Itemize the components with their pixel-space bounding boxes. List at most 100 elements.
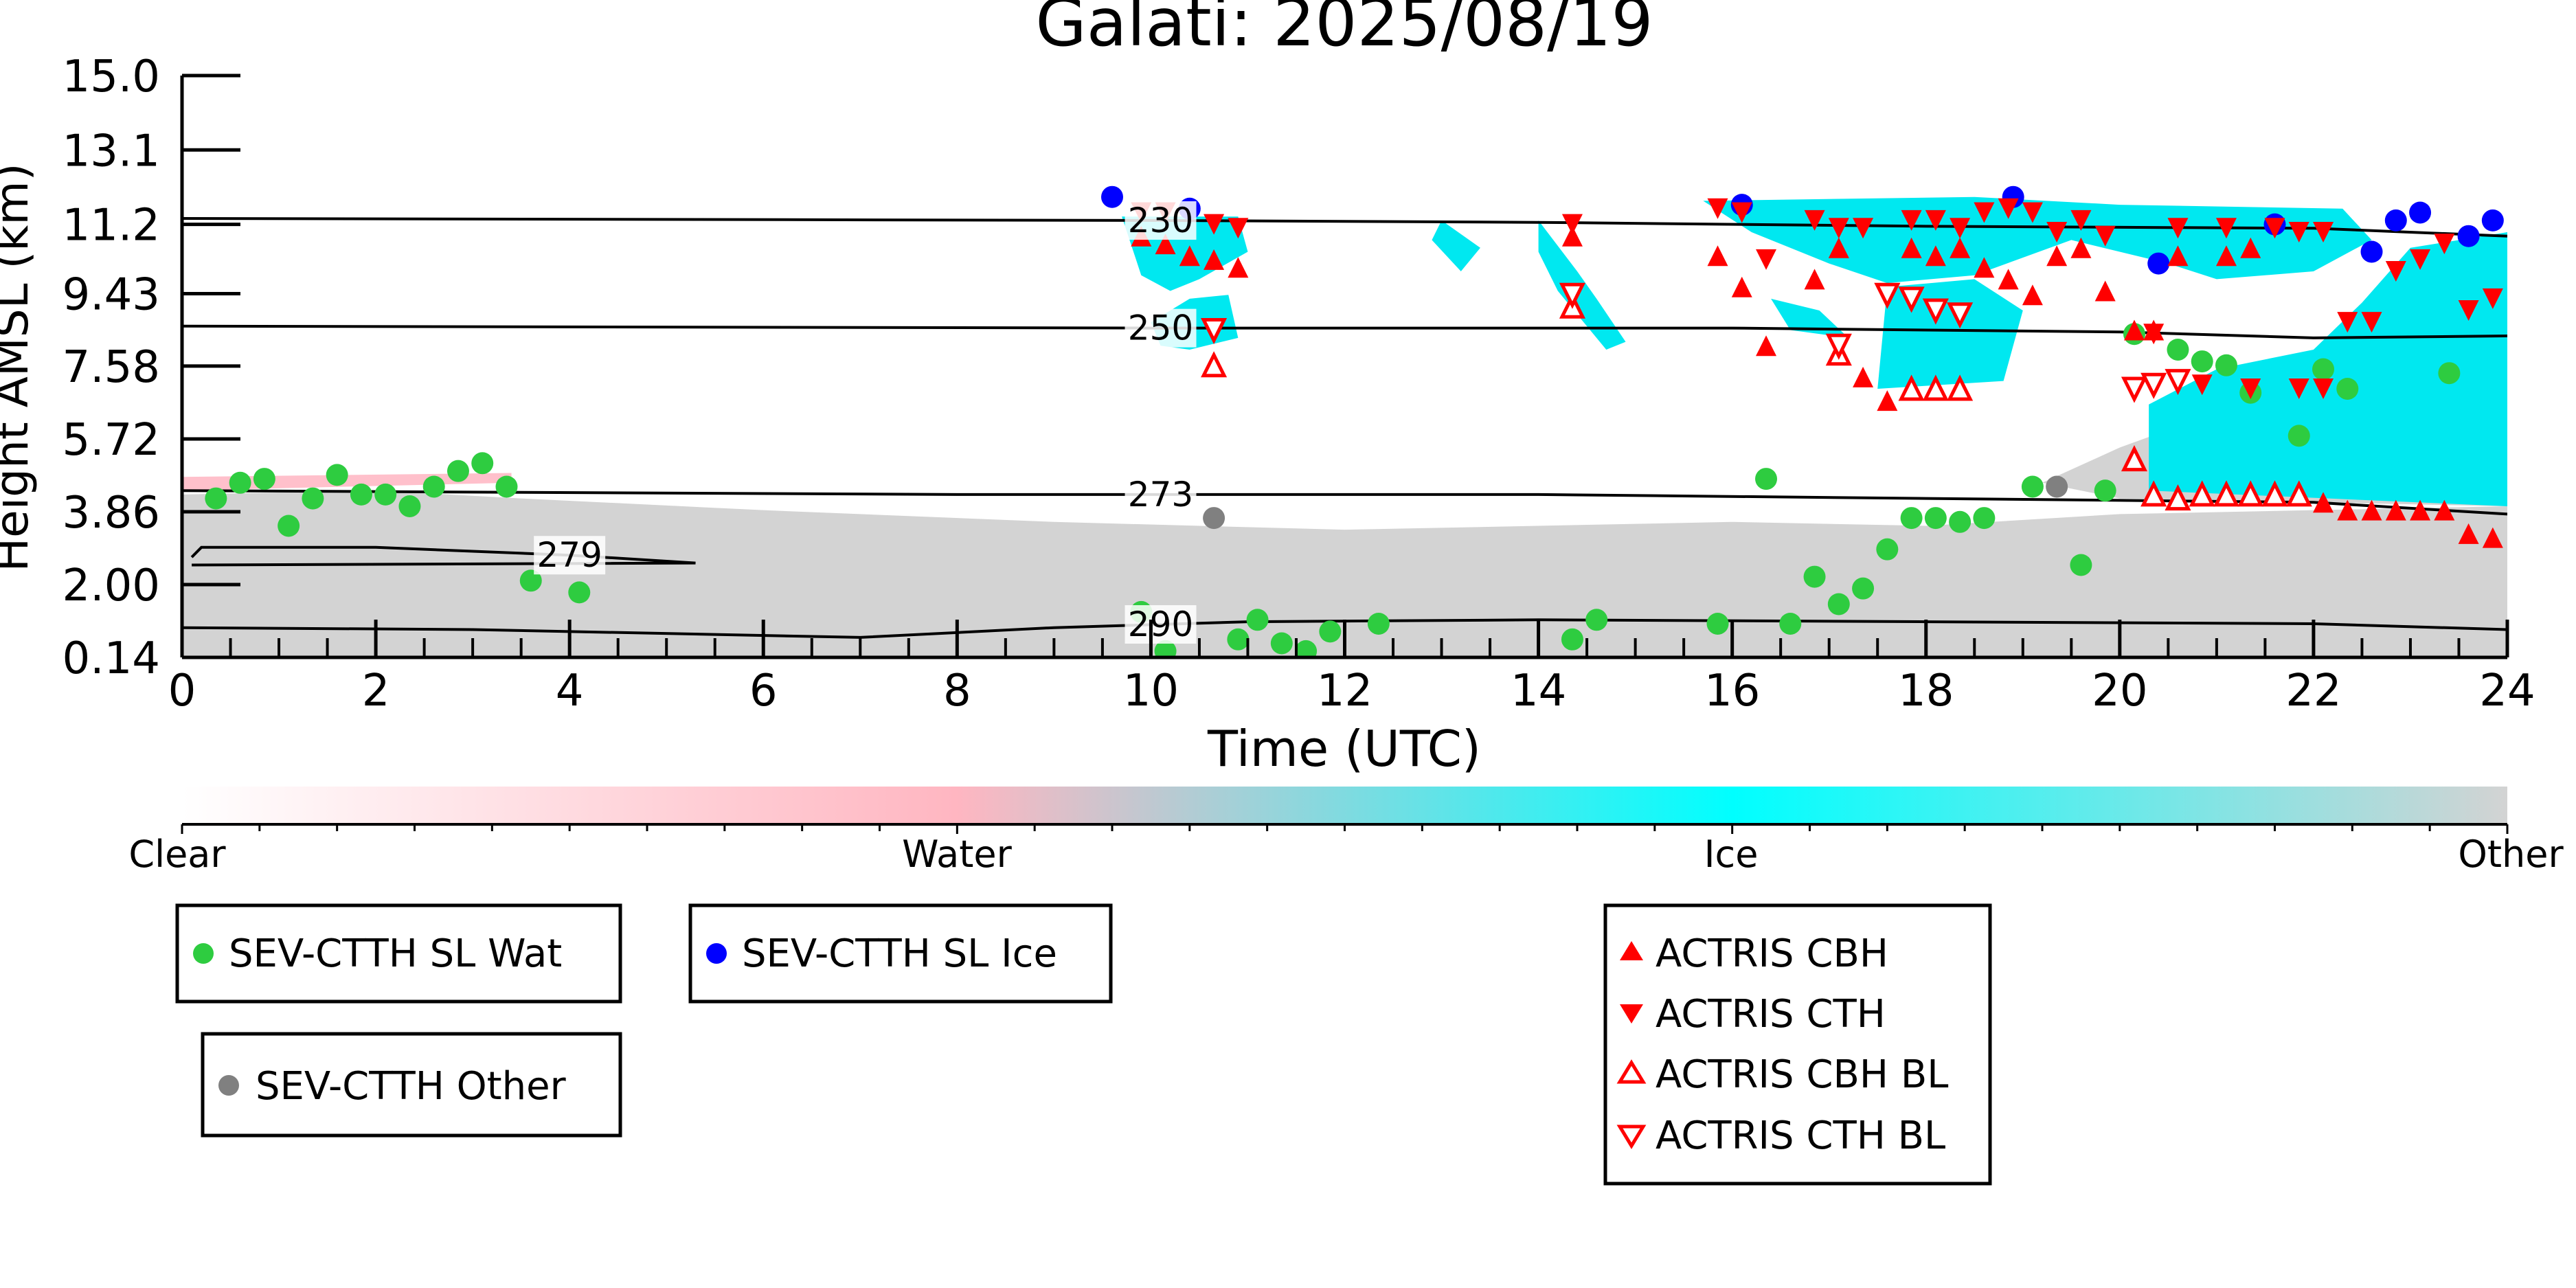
x-tick-label: 24 bbox=[2479, 666, 2535, 716]
contour-line bbox=[182, 489, 2507, 516]
y-axis-label: Height AMSL (km) bbox=[0, 163, 38, 572]
sev-ctth-sl-ice-point bbox=[2481, 209, 2504, 231]
actris-cth-point bbox=[2167, 218, 2189, 239]
actris-cbh-point bbox=[2410, 499, 2431, 521]
actris-cth-bl-point bbox=[1922, 298, 1949, 325]
contour-labels: 230 250 273 279 290 bbox=[534, 201, 1197, 644]
sev-ctth-sl-wat-point bbox=[278, 515, 300, 537]
legend-label: SEV-CTTH SL Wat bbox=[229, 931, 562, 976]
legend-label: SEV-CTTH SL Ice bbox=[742, 931, 1057, 976]
actris-cth-point bbox=[2240, 378, 2261, 399]
colorbar-ticks bbox=[181, 824, 2509, 834]
actris-cbh-point bbox=[2385, 499, 2406, 521]
sev-ctth-sl-wat-point bbox=[2336, 377, 2359, 400]
x-tick-label: 12 bbox=[1317, 666, 1372, 716]
actris-cth-bl-point bbox=[1825, 333, 1852, 360]
legend-marker-blue-circle bbox=[706, 943, 727, 964]
legend-label: ACTRIS CTH bbox=[1656, 992, 1886, 1037]
legend-marker-triangle-up bbox=[1620, 941, 1643, 960]
field-region bbox=[1771, 298, 1849, 338]
sev-ctth-sl-ice-point bbox=[2409, 201, 2432, 224]
colorbar-label-clear: Clear bbox=[128, 833, 226, 876]
actris-cbh-point bbox=[2167, 245, 2189, 267]
actris-cbh-bl-point bbox=[2121, 444, 2148, 472]
plot-area bbox=[182, 185, 2507, 657]
sev-ctth-sl-wat-point bbox=[2021, 475, 2044, 498]
sev-ctth-sl-wat-point bbox=[1900, 507, 1923, 530]
actris-cbh-point bbox=[2215, 245, 2237, 267]
actris-cth-point bbox=[1974, 202, 1995, 223]
contour-label-bg bbox=[1125, 201, 1197, 240]
actris-cbh-point bbox=[2046, 245, 2068, 267]
y-tick-label: 5.72 bbox=[63, 415, 161, 466]
contour-label-bg bbox=[1125, 605, 1197, 644]
sev-ctth-sl-wat-point bbox=[422, 475, 445, 498]
legend-marker-triangle-up-open bbox=[1616, 1059, 1647, 1084]
sev-ctth-sl-wat-point bbox=[2215, 354, 2237, 376]
contour-label: 250 bbox=[1128, 308, 1193, 348]
sev-ctth-sl-wat-point bbox=[1973, 507, 1996, 530]
legend-marker-green-circle bbox=[193, 943, 214, 964]
sev-ctth-sl-wat-point bbox=[495, 475, 518, 498]
sev-ctth-sl-wat-point bbox=[1270, 632, 1293, 655]
actris-cth-bl-point bbox=[1874, 282, 1901, 309]
actris-cth-point bbox=[1853, 218, 1874, 239]
actris-cth-bl-point bbox=[1898, 286, 1925, 313]
sev-ctth-sl-wat-point bbox=[2094, 479, 2116, 502]
sev-ctth-sl-ice-point bbox=[2147, 252, 2170, 275]
colorbar-label-ice: Ice bbox=[1704, 833, 1759, 876]
y-tick-label: 2.00 bbox=[63, 561, 161, 611]
actris-cth-point bbox=[2022, 202, 2043, 223]
contour-label-bg bbox=[1125, 308, 1197, 348]
contour-label-bg bbox=[534, 536, 606, 575]
sev-ctth-sl-wat-point bbox=[2167, 338, 2189, 361]
sev-ctth-sl-ice-point bbox=[2360, 240, 2383, 263]
actris-cbh-bl-point bbox=[2285, 480, 2312, 507]
actris-cbh-point bbox=[2313, 492, 2334, 513]
actris-cbh-point bbox=[1877, 390, 1898, 411]
y-tick-label: 11.2 bbox=[63, 201, 161, 251]
sev-ctth-sl-wat-point bbox=[2191, 350, 2213, 373]
temperature-contours bbox=[182, 217, 2507, 639]
legend-sev-ice: SEV-CTTH SL Ice bbox=[688, 903, 1113, 1004]
actris-cth-point bbox=[1228, 218, 1249, 239]
sev-ctth-sl-wat-point bbox=[1949, 510, 1971, 533]
sev-ctth-sl-wat-point bbox=[1246, 609, 1269, 631]
actris-cth-point bbox=[2313, 221, 2334, 242]
actris-cth-bl-point bbox=[1559, 282, 1585, 309]
actris-cth-bl-point bbox=[2140, 372, 2167, 399]
x-tick-label: 6 bbox=[749, 666, 778, 716]
actris-cth-point bbox=[2264, 218, 2285, 239]
sev-ctth-sl-wat-point bbox=[1295, 640, 1318, 657]
sev-ctth-sl-wat-point bbox=[1561, 628, 1583, 651]
sev-ctth-sl-wat-point bbox=[2070, 554, 2092, 576]
sev-ctth-sl-wat-point bbox=[1924, 507, 1947, 530]
actris-cbh-point bbox=[1998, 269, 2019, 290]
x-tick-label: 4 bbox=[556, 666, 584, 716]
x-tick-label: 0 bbox=[168, 666, 196, 716]
actris-cbh-bl-point bbox=[2165, 484, 2191, 511]
colorbar-gradient bbox=[182, 787, 2507, 824]
sev-ctth-sl-wat-point bbox=[302, 487, 324, 510]
sev-ctth-sl-wat-point bbox=[447, 460, 469, 482]
contour-line bbox=[182, 217, 2507, 238]
sev-ctth-sl-ice-point bbox=[2457, 225, 2480, 247]
actris-cbh-point bbox=[2070, 237, 2092, 258]
legend-sev-wat: SEV-CTTH SL Wat bbox=[175, 903, 622, 1004]
contour-label: 290 bbox=[1128, 605, 1193, 644]
x-tick-label: 16 bbox=[1704, 666, 1760, 716]
actris-cbh-point bbox=[1228, 257, 1249, 278]
legend-marker-triangle-down-open bbox=[1616, 1125, 1647, 1149]
actris-cth-bl-point bbox=[2121, 376, 2148, 403]
actris-cth-point bbox=[2482, 288, 2503, 309]
actris-cbh-bl-point bbox=[2237, 480, 2264, 507]
sev-ctth-sl-wat-point bbox=[519, 569, 542, 592]
actris-cbh-point bbox=[1974, 257, 1995, 278]
sev-ctth-sl-wat-point bbox=[2287, 425, 2310, 447]
actris-cth-bl-point bbox=[1947, 302, 1974, 329]
actris-cbh-point bbox=[1828, 237, 1849, 258]
sev-ctth-other-point bbox=[2046, 475, 2068, 498]
sev-ctth-sl-wat-point bbox=[1319, 620, 1342, 643]
actris-cbh-bl-point bbox=[2189, 480, 2215, 507]
sev-ctth-sl-wat-point bbox=[1779, 612, 1802, 635]
